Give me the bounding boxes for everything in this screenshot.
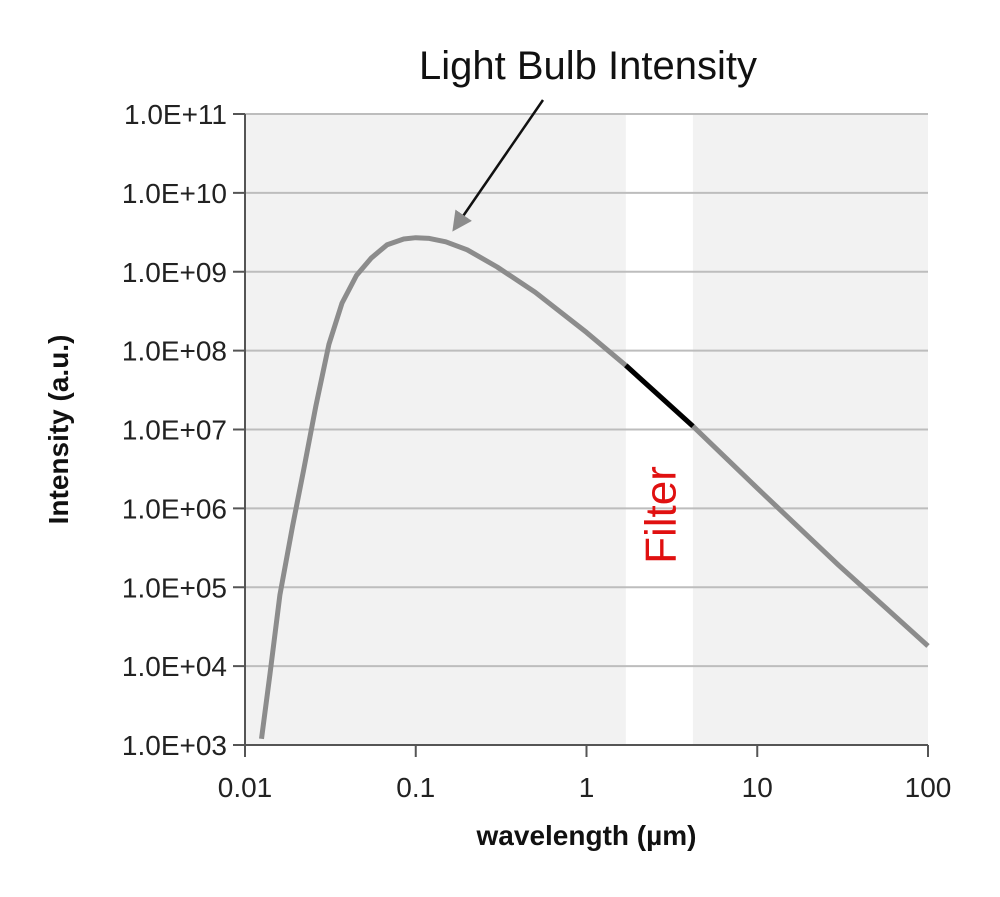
x-tick-labels: 0.01 0.1 1 10 100 — [218, 745, 952, 803]
filtered-curve-segment — [624, 363, 695, 429]
y-tick-label: 1.0E+05 — [122, 572, 227, 603]
x-tick-label: 100 — [905, 772, 952, 803]
y-axis-label: Intensity (a.u.) — [43, 335, 74, 525]
y-tick-label: 1.0E+03 — [122, 730, 227, 761]
y-tick-label: 1.0E+07 — [122, 415, 227, 446]
filter-label: Filter — [636, 466, 685, 564]
y-tick-label: 1.0E+11 — [124, 99, 227, 130]
y-tick-label: 1.0E+10 — [122, 178, 227, 209]
x-tick-label: 10 — [742, 772, 773, 803]
x-tick-label: 1 — [579, 772, 595, 803]
y-tick-labels: 1.0E+03 1.0E+04 1.0E+05 1.0E+06 1.0E+07 1.0E+… — [122, 99, 227, 761]
x-tick-label: 0.01 — [218, 772, 273, 803]
y-tick-label: 1.0E+09 — [122, 257, 227, 288]
y-tick-label: 1.0E+08 — [122, 336, 227, 367]
x-tick-label: 0.1 — [396, 772, 435, 803]
x-axis-label: wavelength (µm) — [476, 820, 697, 851]
y-tick-label: 1.0E+06 — [122, 493, 227, 524]
annotation-label: Light Bulb Intensity — [419, 44, 757, 88]
y-tick-label: 1.0E+04 — [122, 651, 227, 682]
annotation-arrow — [452, 99, 545, 232]
